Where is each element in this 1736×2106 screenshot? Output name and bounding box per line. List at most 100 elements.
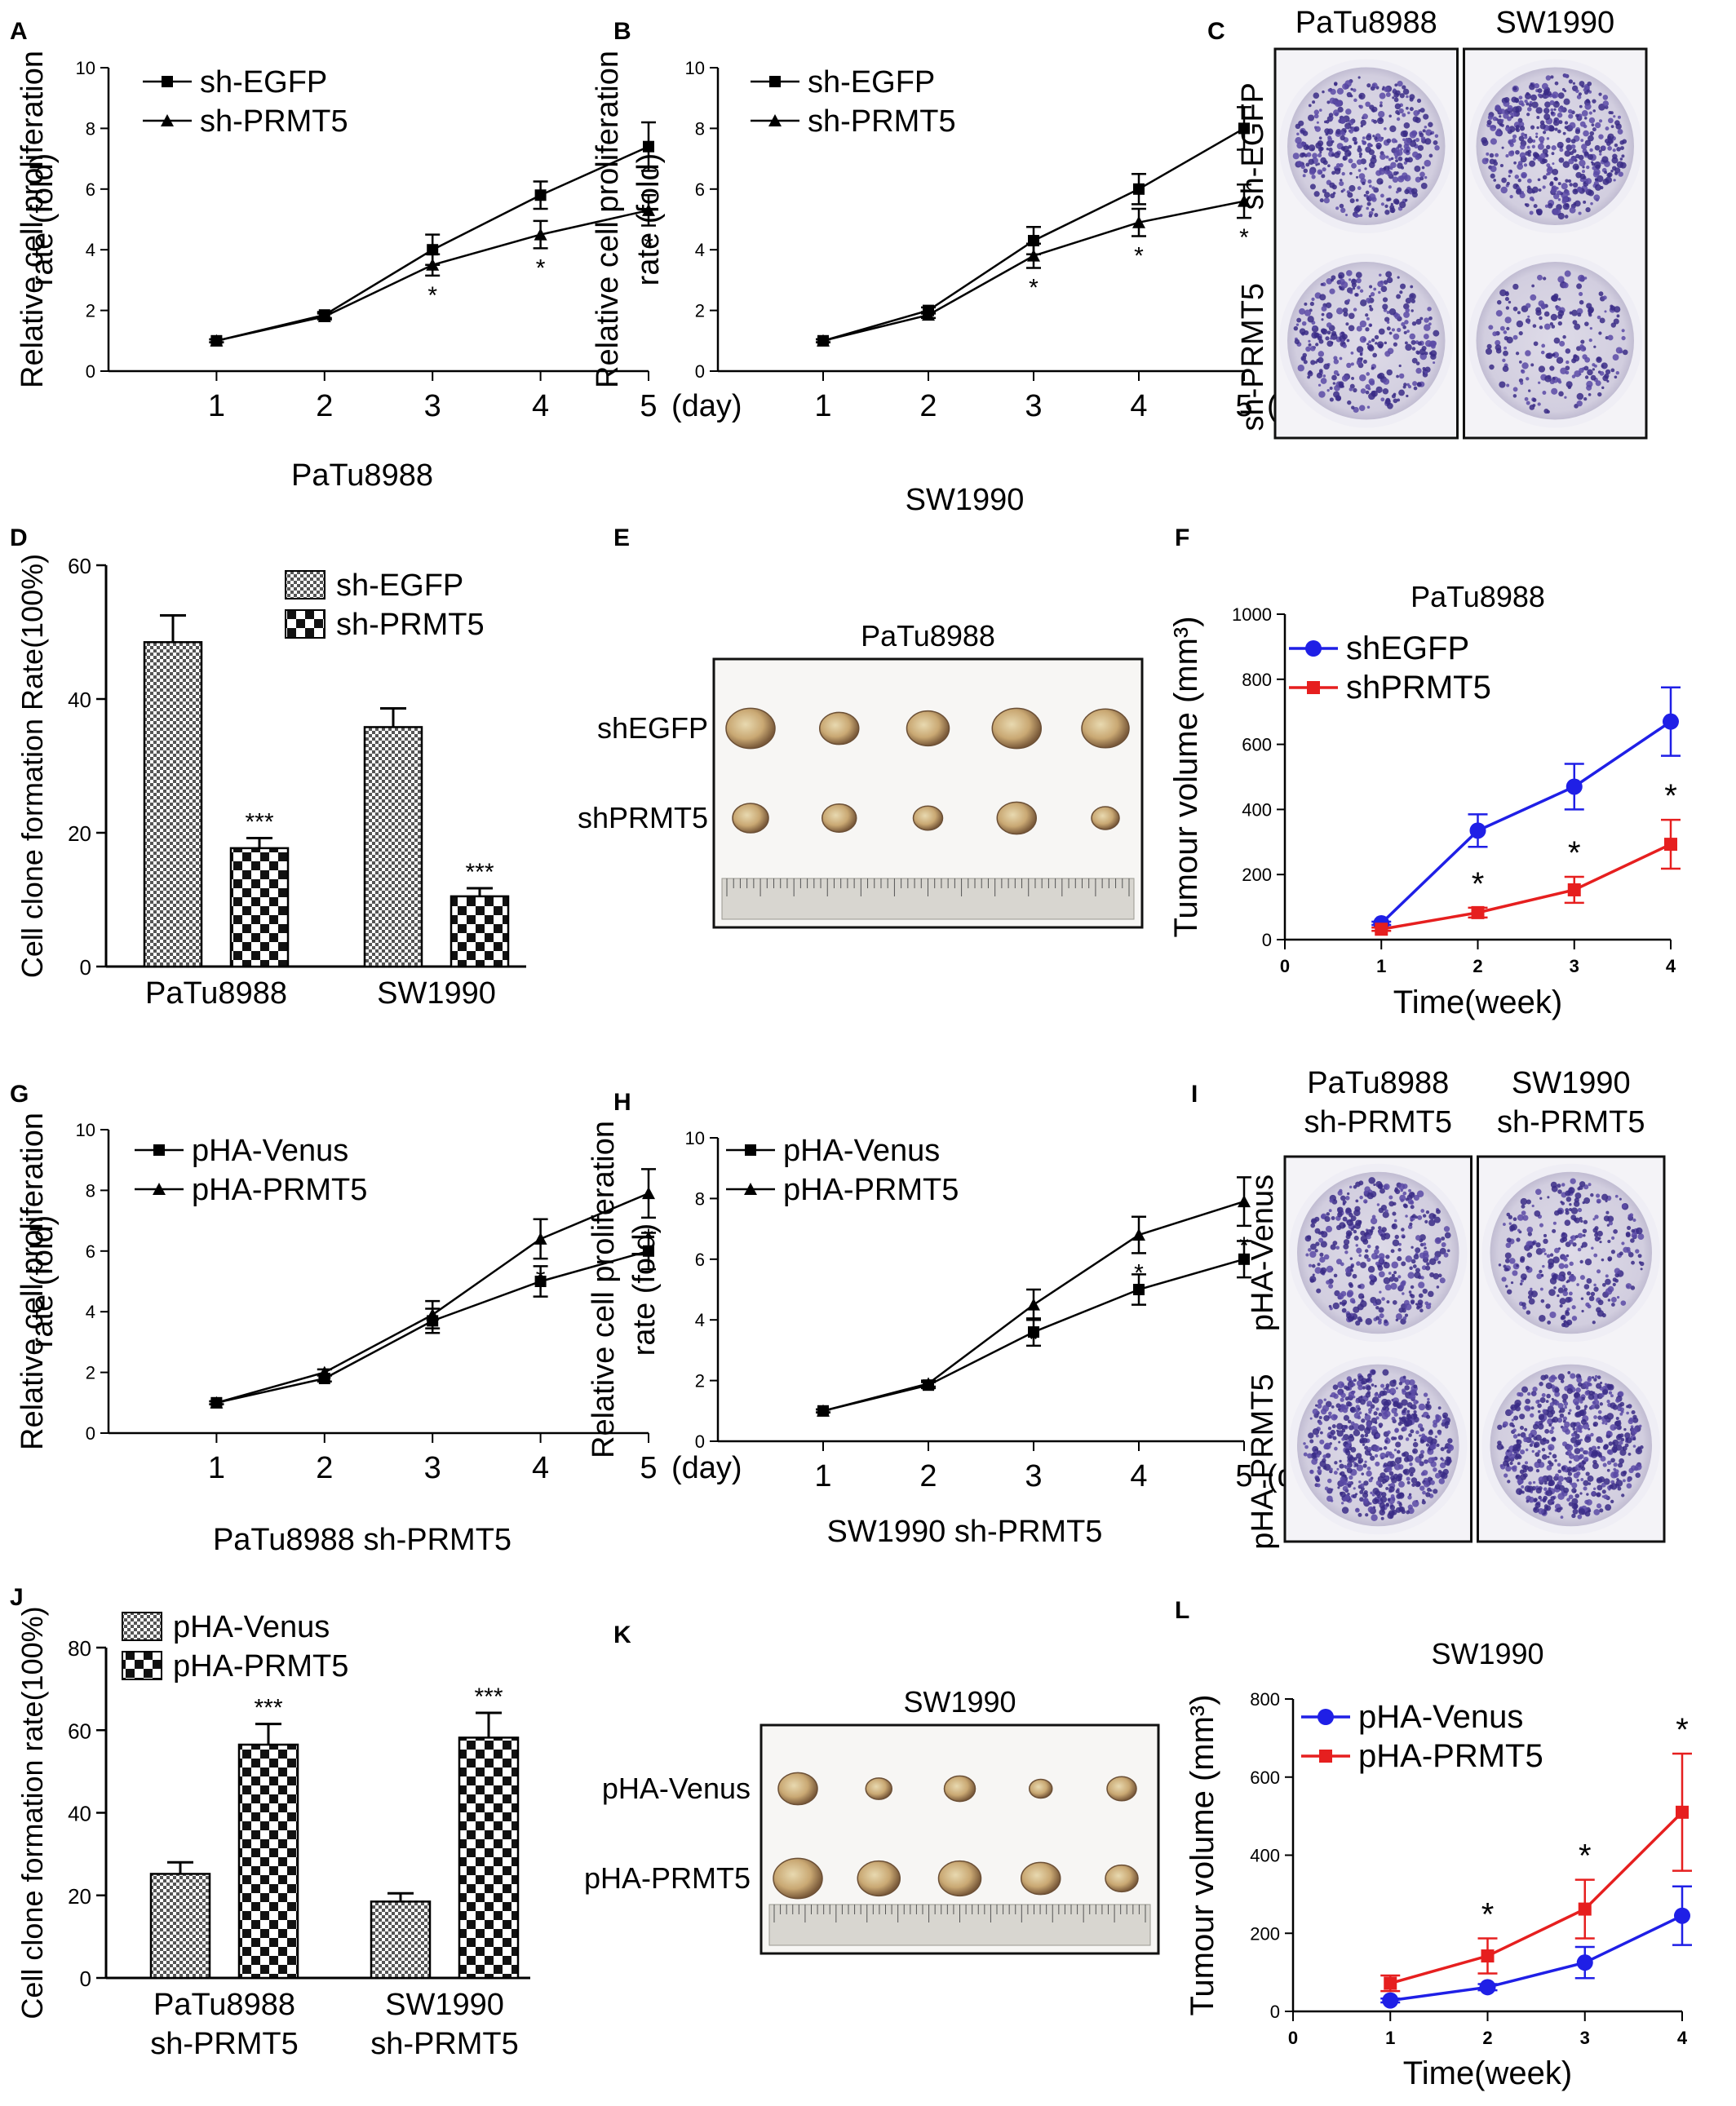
colony xyxy=(1572,1242,1577,1247)
colony xyxy=(1390,1249,1395,1254)
colony xyxy=(1425,1265,1431,1271)
legend-label: sh-PRMT5 xyxy=(808,104,956,139)
colony xyxy=(1393,1219,1397,1223)
colony xyxy=(1415,1430,1419,1435)
colony xyxy=(1382,297,1388,303)
colony xyxy=(1574,1392,1579,1398)
colony xyxy=(1613,179,1616,182)
tumor xyxy=(943,1775,976,1803)
colony xyxy=(1530,82,1533,86)
colony xyxy=(1541,1247,1546,1253)
colony xyxy=(1572,1508,1579,1515)
colony xyxy=(1365,194,1369,197)
colony xyxy=(1367,179,1372,184)
y-tick-label: 4 xyxy=(695,240,705,260)
colony xyxy=(1371,338,1375,343)
colony xyxy=(1416,98,1422,104)
colony xyxy=(1564,215,1569,219)
colony xyxy=(1605,1274,1609,1278)
colony xyxy=(1359,320,1367,328)
colony xyxy=(1320,282,1324,286)
colony xyxy=(1527,107,1532,112)
photo-title: SW1990 xyxy=(903,1685,1016,1719)
colony xyxy=(1424,324,1431,331)
colony xyxy=(1430,1477,1433,1481)
colony xyxy=(1316,1483,1321,1488)
colony xyxy=(1393,1449,1397,1452)
colony xyxy=(1403,1407,1407,1412)
colony xyxy=(1596,1478,1601,1482)
colony xyxy=(1398,1381,1403,1386)
colony xyxy=(1596,1230,1603,1237)
tumor xyxy=(996,801,1037,835)
colony xyxy=(1326,330,1331,335)
colony xyxy=(1430,353,1437,361)
colony xyxy=(1530,1429,1537,1436)
colony xyxy=(1434,1472,1442,1479)
bar xyxy=(237,1743,299,1980)
colony xyxy=(1366,1234,1371,1240)
colony xyxy=(1505,306,1510,310)
colony xyxy=(1542,1437,1547,1442)
colony xyxy=(1566,1254,1570,1258)
colony xyxy=(1535,1468,1540,1473)
colony xyxy=(1588,1447,1592,1451)
colony xyxy=(1318,108,1322,112)
colony xyxy=(1312,1273,1315,1276)
colony xyxy=(1527,137,1534,144)
colony xyxy=(1388,114,1392,118)
colony xyxy=(1368,294,1372,298)
colony xyxy=(1528,103,1533,108)
colony xyxy=(1403,311,1410,318)
colony xyxy=(1530,1413,1534,1418)
colony xyxy=(1575,89,1579,94)
colony xyxy=(1512,1444,1520,1451)
colony xyxy=(1422,1498,1425,1502)
colony xyxy=(1409,140,1417,148)
colony xyxy=(1521,369,1524,373)
colony xyxy=(1369,307,1374,312)
colony xyxy=(1542,175,1548,180)
colony xyxy=(1374,1392,1379,1397)
colony xyxy=(1304,309,1312,316)
colony xyxy=(1521,1302,1526,1307)
y-axis-label: Relative cell proliferation xyxy=(16,1113,50,1450)
y-tick-label: 1000 xyxy=(1232,604,1272,625)
colony xyxy=(1430,340,1437,347)
colony xyxy=(1388,1486,1395,1493)
colony xyxy=(1558,1484,1566,1492)
colony xyxy=(1321,174,1326,179)
colony xyxy=(1540,350,1545,355)
colony xyxy=(1380,101,1383,104)
colony xyxy=(1380,202,1384,206)
colony xyxy=(1551,1397,1554,1401)
colony xyxy=(1622,139,1628,144)
colony xyxy=(1368,161,1375,169)
colony xyxy=(1580,339,1585,344)
colony xyxy=(1428,1430,1433,1436)
colony xyxy=(1544,375,1552,383)
colony xyxy=(1375,1480,1382,1486)
colony xyxy=(1557,1403,1564,1409)
colony xyxy=(1543,108,1550,114)
x-tick-label: 1 xyxy=(814,389,831,423)
colony xyxy=(1397,1275,1402,1279)
colony xyxy=(1317,356,1324,364)
colony xyxy=(1357,169,1362,172)
colony xyxy=(1583,1405,1588,1409)
colony xyxy=(1386,1300,1390,1304)
legend-label: pHA-PRMT5 xyxy=(173,1649,348,1683)
colony xyxy=(1574,166,1579,170)
colony xyxy=(1566,1498,1570,1502)
y-tick-label: 60 xyxy=(68,1719,91,1743)
colony xyxy=(1576,307,1583,315)
colony xyxy=(1403,1457,1410,1462)
colony xyxy=(1527,315,1530,318)
colony xyxy=(1433,1422,1437,1428)
data-point xyxy=(1027,249,1040,262)
colony xyxy=(1543,1487,1548,1492)
significance-label: * xyxy=(427,282,437,309)
colony xyxy=(1575,1471,1581,1476)
colony xyxy=(1495,184,1501,189)
colony xyxy=(1512,283,1519,290)
